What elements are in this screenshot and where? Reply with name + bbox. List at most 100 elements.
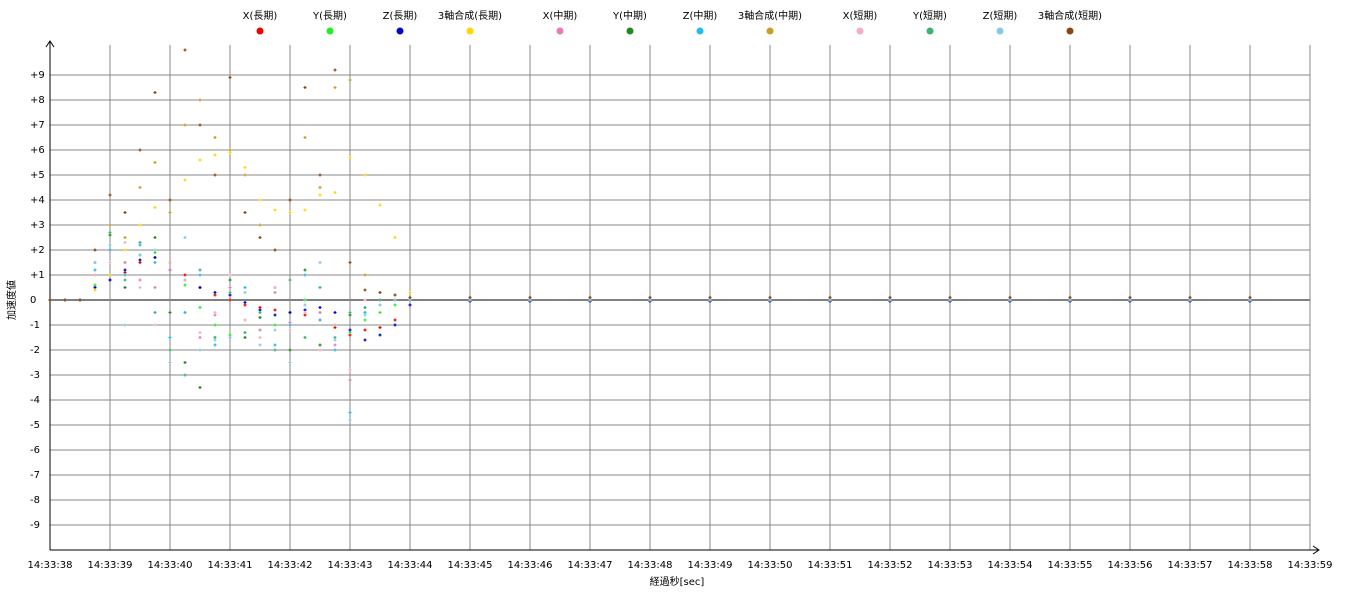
- y-tick-label: +1: [30, 270, 45, 281]
- data-point: [258, 198, 262, 202]
- data-point: [123, 211, 127, 214]
- data-point: [408, 291, 412, 294]
- data-point: [243, 173, 247, 177]
- data-point: [303, 136, 307, 139]
- data-point: [183, 178, 187, 182]
- data-point: [408, 303, 412, 307]
- data-point: [333, 348, 337, 352]
- x-tick-label: 14:33:46: [508, 560, 553, 571]
- data-point: [303, 303, 307, 307]
- data-point: [168, 348, 172, 352]
- data-point: [273, 248, 277, 252]
- data-point: [333, 338, 337, 342]
- data-point: [168, 361, 172, 364]
- data-point: [108, 243, 112, 247]
- data-point: [123, 278, 127, 282]
- y-axis-arrow: [45, 40, 55, 48]
- data-point: [348, 78, 352, 82]
- legend-label: 3軸合成(中期): [738, 9, 802, 22]
- legend-swatch: [556, 27, 564, 35]
- data-point: [393, 323, 397, 327]
- data-point: [213, 311, 217, 314]
- data-point: [363, 173, 367, 177]
- data-point: [123, 241, 127, 244]
- data-point: [318, 261, 322, 264]
- data-point: [138, 253, 142, 257]
- data-point: [198, 98, 202, 102]
- data-point: [273, 208, 277, 212]
- data-point: [198, 268, 202, 272]
- data-point: [228, 148, 232, 152]
- data-point: [153, 311, 157, 314]
- data-point: [183, 273, 187, 277]
- data-point: [108, 278, 112, 282]
- data-point: [228, 336, 232, 339]
- data-point: [393, 236, 397, 239]
- data-point: [528, 296, 532, 299]
- data-point: [198, 348, 202, 352]
- data-point: [108, 248, 112, 252]
- data-point: [228, 278, 232, 282]
- data-point: [333, 323, 337, 327]
- x-tick-label: 14:33:52: [868, 560, 913, 571]
- data-point: [363, 298, 367, 302]
- data-point: [123, 273, 127, 277]
- data-point: [258, 316, 262, 319]
- y-tick-label: +5: [30, 170, 45, 181]
- data-point: [468, 296, 472, 299]
- legend-label: X(長期): [243, 10, 278, 22]
- grid: [50, 45, 1311, 550]
- data-point: [123, 268, 127, 272]
- data-point: [378, 291, 382, 294]
- data-point: [348, 368, 352, 372]
- data-point: [153, 256, 157, 259]
- data-point: [243, 301, 247, 304]
- data-point: [93, 273, 97, 277]
- data-point: [378, 326, 382, 329]
- data-point: [168, 311, 172, 314]
- data-point: [648, 296, 652, 299]
- data-point: [153, 248, 157, 252]
- data-point: [948, 296, 952, 299]
- data-point: [138, 286, 142, 289]
- y-tick-label: -7: [30, 470, 40, 481]
- data-point: [243, 331, 247, 334]
- x-tick-label: 14:33:39: [88, 560, 133, 571]
- data-point: [258, 311, 262, 314]
- legend-swatch: [626, 27, 634, 35]
- data-point: [1188, 296, 1192, 299]
- data-point: [213, 291, 217, 294]
- data-point: [333, 311, 337, 314]
- data-point: [363, 313, 367, 317]
- data-point: [198, 273, 202, 277]
- series: [48, 48, 1252, 302]
- data-point: [303, 298, 307, 302]
- x-tick-label: 14:33:44: [388, 560, 433, 571]
- data-point: [183, 48, 187, 52]
- x-tick-label: 14:33:41: [208, 560, 253, 571]
- data-point: [198, 158, 202, 162]
- y-tick-label: +3: [30, 220, 45, 231]
- data-point: [168, 211, 172, 214]
- data-point: [243, 318, 247, 322]
- data-point: [168, 336, 172, 339]
- legend-label: 3軸合成(長期): [438, 9, 502, 22]
- data-point: [828, 296, 832, 299]
- data-point: [198, 336, 202, 339]
- data-point: [288, 211, 292, 214]
- y-tick-label: -8: [30, 495, 40, 506]
- data-point: [213, 173, 217, 177]
- data-point: [183, 278, 187, 282]
- x-tick-label: 14:33:40: [148, 560, 193, 571]
- legend-swatch: [326, 27, 334, 35]
- x-tick-label: 14:33:48: [628, 560, 673, 571]
- legend-label: Y(中期): [612, 9, 647, 22]
- data-point: [153, 261, 157, 264]
- x-tick-label: 14:33:43: [328, 560, 373, 571]
- y-tick-label: +4: [30, 195, 45, 206]
- x-tick-label: 14:33:38: [28, 560, 73, 571]
- data-point: [318, 311, 322, 314]
- data-point: [168, 198, 172, 202]
- data-point: [273, 291, 277, 294]
